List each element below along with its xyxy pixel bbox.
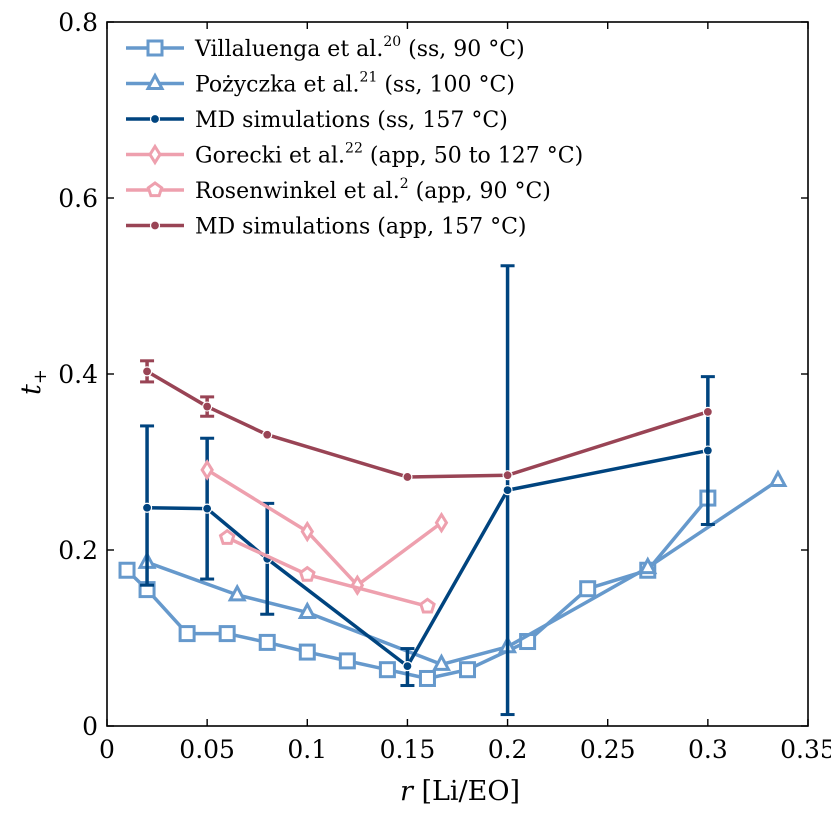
- y-tick-label: 0.6: [58, 184, 98, 213]
- series-0-point: [258, 633, 276, 651]
- series-5-point: [502, 470, 513, 481]
- legend-label: Pożyczka et al.21 (ss, 100 °C): [195, 70, 515, 98]
- legend-marker: [148, 143, 162, 166]
- series-3-point: [434, 511, 449, 534]
- x-tick-label: 0.1: [287, 735, 327, 764]
- series-0-point: [418, 669, 436, 687]
- legend-label: MD simulations (ss, 157 °C): [195, 108, 508, 133]
- y-tick-label: 0.4: [58, 360, 98, 389]
- x-tick-label: 0.35: [780, 735, 831, 764]
- series-3: [200, 459, 449, 597]
- legend-item: Rosenwinkel et al.2 (app, 90 °C): [126, 176, 551, 204]
- series-4-point: [218, 528, 236, 545]
- series-4-line: [226, 536, 428, 609]
- series-5-point: [202, 401, 213, 412]
- legend-item: MD simulations (ss, 157 °C): [126, 108, 508, 133]
- series-0-point: [118, 561, 136, 579]
- series-1-point: [227, 583, 247, 602]
- series-2-point: [402, 661, 413, 672]
- series-0-point: [378, 661, 396, 679]
- series-0-point: [178, 625, 196, 643]
- y-axis-label: t+: [16, 369, 51, 395]
- legend-label: MD simulations (app, 157 °C): [195, 215, 527, 240]
- series-5-point: [262, 429, 273, 440]
- series-0-point: [579, 580, 597, 598]
- legend-label: Villaluenga et al.20 (ss, 90 °C): [194, 34, 525, 62]
- series-3-point: [200, 459, 214, 481]
- series-2-point: [202, 503, 213, 514]
- series-1-point: [297, 601, 317, 619]
- series-1-point: [638, 556, 658, 575]
- legend-item: Villaluenga et al.20 (ss, 90 °C): [126, 34, 525, 62]
- series-0-point: [459, 661, 477, 679]
- y-tick-label: 0.8: [58, 8, 98, 37]
- series-4-point: [298, 565, 316, 582]
- series-4-point: [419, 597, 436, 614]
- svg-text:r [Li/EO]: r [Li/EO]: [400, 776, 520, 807]
- legend-marker: [149, 113, 161, 125]
- y-tick-label: 0.2: [58, 536, 98, 565]
- legend-label: Gorecki et al.22 (app, 50 to 127 °C): [195, 141, 583, 169]
- series-2-line: [147, 448, 709, 668]
- series-5: [140, 359, 713, 483]
- series-3-point: [300, 520, 315, 543]
- series-4: [218, 528, 436, 614]
- x-tick-label: 0.05: [179, 735, 235, 764]
- series-0-point: [218, 625, 236, 643]
- series-2: [140, 264, 715, 717]
- legend-item: MD simulations (app, 157 °C): [126, 215, 527, 240]
- y-tick-label: 0: [82, 712, 98, 741]
- series-0-point: [338, 652, 356, 670]
- x-tick-label: 0.25: [580, 735, 636, 764]
- series-5-point: [402, 471, 413, 483]
- series-2-point: [702, 445, 713, 456]
- svg-text:t+: t+: [16, 369, 51, 395]
- chart-legend: Villaluenga et al.20 (ss, 90 °C) Pożyczka…: [126, 34, 583, 240]
- legend-marker: [145, 72, 165, 90]
- series-1-point: [768, 469, 788, 487]
- series-1-point: [431, 653, 451, 671]
- legend-marker: [149, 220, 161, 231]
- chart-marks: [118, 264, 788, 717]
- x-tick-label: 0.3: [688, 735, 728, 764]
- series-3-line: [206, 468, 443, 587]
- series-2-point: [502, 485, 513, 496]
- series-1: [137, 469, 788, 671]
- legend-label: Rosenwinkel et al.2 (app, 90 °C): [195, 176, 551, 204]
- series-5-point: [702, 406, 713, 417]
- series-5-line: [146, 369, 709, 479]
- legend-marker: [146, 39, 164, 57]
- x-tick-label: 0: [99, 735, 115, 764]
- legend-item: Gorecki et al.22 (app, 50 to 127 °C): [126, 141, 583, 169]
- series-0-point: [298, 643, 316, 661]
- series-2-point: [141, 502, 153, 513]
- legend-marker: [146, 181, 164, 198]
- x-tick-label: 0.2: [488, 735, 528, 764]
- x-axis-label: r [Li/EO]: [400, 776, 520, 807]
- chart-axes: 0 0.05 0.1 0.15 0.2 0.25 0.3 0.35 0 0.2 0.4 0.6 0.8: [58, 8, 831, 764]
- legend-item: Pożyczka et al.21 (ss, 100 °C): [126, 70, 515, 98]
- x-tick-label: 0.15: [380, 735, 436, 764]
- series-5-point: [141, 366, 153, 377]
